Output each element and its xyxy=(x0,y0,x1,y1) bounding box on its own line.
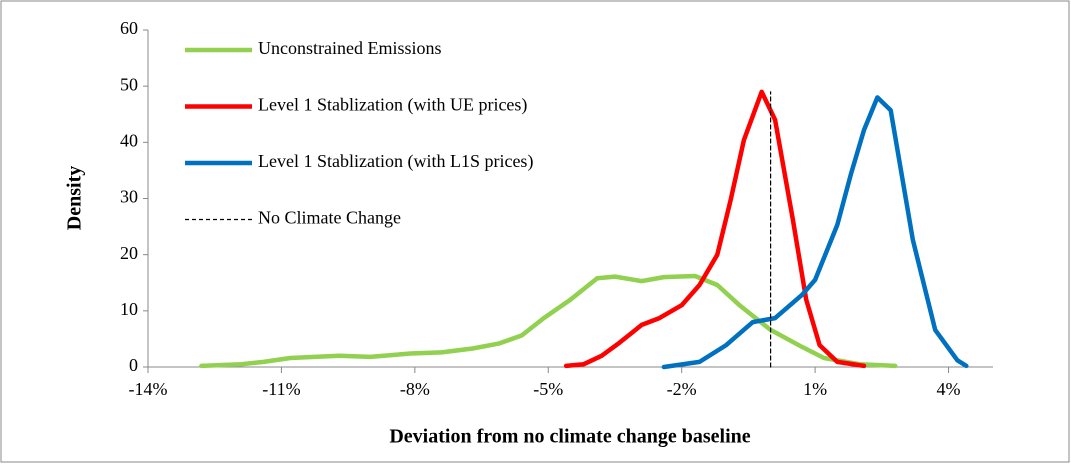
x-tick-label: -2% xyxy=(667,379,697,399)
y-tick-label: 60 xyxy=(120,18,138,38)
x-axis-label: Deviation from no climate change baselin… xyxy=(389,426,750,448)
y-tick-label: 10 xyxy=(120,299,138,319)
series-line xyxy=(661,95,969,370)
x-tick-label: -5% xyxy=(533,379,563,399)
legend-label: Unconstrained Emissions xyxy=(258,38,441,58)
y-tick-label: 50 xyxy=(120,74,138,94)
legend-label: Level 1 Stablization (with L1S prices) xyxy=(258,151,533,172)
x-tick-label: 1% xyxy=(803,379,827,399)
legend-label: No Climate Change xyxy=(258,208,401,228)
y-tick-label: 20 xyxy=(120,243,138,263)
x-tick-label: -11% xyxy=(262,379,300,399)
x-tick-label: -8% xyxy=(400,379,430,399)
series-line xyxy=(563,89,867,369)
x-tick-label: 4% xyxy=(937,379,961,399)
x-tick-label: -14% xyxy=(129,379,168,399)
legend-label: Level 1 Stablization (with UE prices) xyxy=(258,95,527,116)
y-axis-label: Density xyxy=(64,166,86,230)
y-tick-label: 0 xyxy=(129,355,138,375)
y-tick-label: 30 xyxy=(120,187,138,207)
y-tick-label: 40 xyxy=(120,130,138,150)
